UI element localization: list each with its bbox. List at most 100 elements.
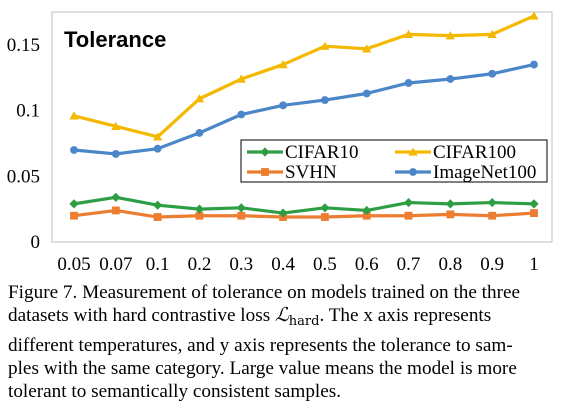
x-tick-label: 0.6 (355, 254, 379, 275)
x-tick-label: 0.5 (313, 254, 337, 275)
x-tick-label: 0.7 (397, 254, 421, 275)
legend-label-imagenet100: ImageNet100 (433, 162, 536, 183)
data-point-cifar10 (111, 192, 121, 202)
data-point-svhn (530, 209, 538, 217)
data-point-svhn (111, 206, 120, 215)
legend-marker-cifar100 (408, 147, 418, 156)
data-point-cifar100 (362, 44, 372, 53)
data-point-imagenet100 (279, 101, 288, 110)
data-point-cifar100 (111, 121, 121, 131)
data-point-cifar10 (487, 197, 497, 208)
data-point-svhn (195, 211, 204, 220)
legend-item-cifar100: CIFAR100 (395, 142, 516, 163)
data-point-imagenet100 (70, 146, 78, 154)
x-tick-label: 0.8 (438, 254, 462, 275)
data-point-cifar10 (236, 203, 246, 213)
data-point-cifar100 (236, 74, 246, 83)
caption-line-1: Figure 7. Measurement of tolerance on mo… (8, 282, 521, 303)
y-tick-label: 0 (31, 232, 41, 253)
data-point-svhn (404, 211, 413, 220)
legend-item-svhn: SVHN (247, 162, 337, 183)
data-point-imagenet100 (446, 75, 455, 83)
x-tick-label: 0.05 (57, 254, 90, 275)
legend-label-svhn: SVHN (285, 162, 337, 183)
data-point-cifar100 (278, 59, 288, 69)
legend-label-cifar100: CIFAR100 (433, 142, 516, 163)
data-point-cifar10 (403, 197, 414, 208)
series-line-cifar10 (73, 195, 535, 215)
legend-marker-imagenet100 (409, 168, 417, 176)
data-point-imagenet100 (488, 69, 497, 78)
data-point-svhn (362, 211, 371, 220)
legend-item-imagenet100: ImageNet100 (395, 162, 536, 183)
data-point-svhn (237, 211, 246, 220)
data-point-cifar10 (529, 199, 539, 209)
data-point-cifar10 (69, 199, 79, 209)
x-tick-label: 0.3 (229, 254, 253, 275)
data-point-cifar10 (320, 203, 330, 213)
data-point-cifar100 (445, 31, 455, 40)
caption-line-2-text: datasets with hard contrastive loss (8, 305, 271, 327)
figure-caption: Figure 7. Measurement of tolerance on mo… (8, 281, 564, 403)
series-svhn (70, 206, 538, 221)
y-tick-label: 0.1 (16, 101, 40, 122)
caption-line-3: different temperatures, and y axis repre… (8, 334, 513, 356)
data-point-cifar10 (278, 208, 288, 218)
series-line-imagenet100 (73, 63, 535, 156)
data-point-cifar100 (487, 29, 497, 39)
data-point-imagenet100 (530, 60, 538, 69)
series-layer (69, 11, 539, 221)
x-tick-label: 1 (529, 254, 539, 275)
data-point-cifar100 (403, 29, 414, 39)
y-tick-label: 0.05 (7, 166, 40, 187)
data-point-imagenet100 (111, 150, 120, 158)
series-line-cifar100 (73, 14, 535, 139)
data-point-svhn (488, 211, 497, 220)
data-point-cifar10 (194, 204, 205, 214)
legend-marker-cifar10 (260, 147, 270, 157)
legend-marker-svhn (261, 168, 269, 176)
data-point-imagenet100 (362, 89, 371, 98)
series-cifar100 (69, 11, 539, 141)
data-point-imagenet100 (404, 79, 413, 87)
tolerance-line-chart: 0 0.05 0.1 0.15 0.05 0.07 0.1 0.2 0.3 0.4 0.5 0.6 0.… (7, 11, 553, 275)
data-point-svhn (446, 210, 455, 219)
legend: CIFAR10 CIFAR100 SVHN ImageNet100 (240, 139, 548, 183)
data-point-cifar100 (194, 94, 205, 103)
chart-title: Tolerance (64, 27, 166, 52)
x-tick-label: 0.4 (271, 254, 295, 275)
series-cifar10 (69, 192, 539, 218)
series-line-svhn (73, 208, 535, 219)
loss-subscript: hard (288, 314, 320, 330)
loss-symbol: ℒhard (274, 305, 320, 330)
caption-line-5: tolerant to semantically consistent samp… (8, 381, 342, 403)
x-tick-label: 0.1 (146, 254, 170, 275)
data-point-cifar10 (362, 205, 372, 216)
data-point-imagenet100 (237, 110, 246, 119)
data-point-svhn (320, 213, 329, 221)
data-point-imagenet100 (195, 129, 204, 137)
axes: 0 0.05 0.1 0.15 0.05 0.07 0.1 0.2 0.3 0.4 0.5 0.6 0.… (7, 11, 553, 275)
data-point-cifar10 (445, 199, 455, 209)
data-point-imagenet100 (320, 96, 329, 104)
legend-box (240, 139, 548, 183)
plot-frame (51, 11, 553, 243)
data-point-cifar100 (153, 132, 163, 141)
x-tick-label: 0.2 (188, 254, 212, 275)
data-point-svhn (153, 213, 162, 221)
data-point-svhn (70, 211, 78, 220)
data-point-cifar100 (69, 111, 79, 120)
data-point-cifar100 (320, 41, 330, 50)
legend-label-cifar10: CIFAR10 (285, 142, 359, 163)
legend-item-cifar10: CIFAR10 (247, 142, 359, 163)
x-tick-label: 0.07 (99, 254, 132, 275)
x-tick-label: 0.9 (480, 254, 504, 275)
series-imagenet100 (70, 60, 538, 158)
y-tick-label: 0.15 (7, 35, 40, 56)
caption-line-4: ples with the same category. Large value… (8, 357, 517, 379)
data-point-cifar100 (529, 11, 539, 20)
data-point-cifar10 (153, 200, 163, 210)
caption-line-2-suffix: . The x axis represents (319, 305, 492, 327)
data-point-imagenet100 (153, 144, 162, 153)
